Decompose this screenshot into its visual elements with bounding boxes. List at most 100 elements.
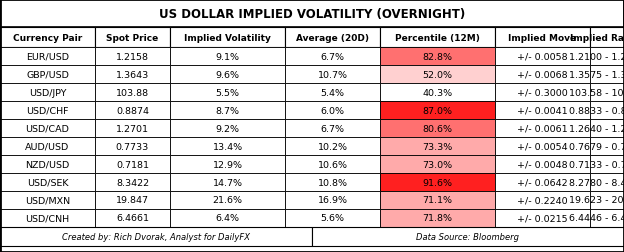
Bar [95,48,170,66]
Text: 80.6%: 80.6% [422,124,452,133]
Bar [285,137,380,155]
Bar [285,102,380,119]
Text: 5.6%: 5.6% [321,214,344,223]
Bar [170,102,285,119]
Bar [590,102,624,119]
Bar [312,227,624,246]
Text: 8.2780 - 8.4064: 8.2780 - 8.4064 [569,178,624,187]
Text: 10.8%: 10.8% [318,178,348,187]
Text: USD/MXN: USD/MXN [25,196,70,205]
Bar [590,155,624,173]
Bar [285,28,380,48]
Text: 0.8874: 0.8874 [116,106,149,115]
Text: Percentile (12M): Percentile (12M) [395,33,480,42]
Bar [170,173,285,191]
Bar [495,119,590,137]
Text: 0.7679 - 0.7787: 0.7679 - 0.7787 [569,142,624,151]
Text: Spot Price: Spot Price [106,33,158,42]
Text: 1.3575 - 1.3711: 1.3575 - 1.3711 [569,70,624,79]
Bar [590,173,624,191]
Text: 6.4661: 6.4661 [116,214,149,223]
Bar [0,173,95,191]
Text: 5.4%: 5.4% [321,88,344,97]
Text: +/- 0.0215: +/- 0.0215 [517,214,568,223]
Bar [380,191,495,209]
Bar [95,66,170,84]
Text: 1.2640 - 1.2762: 1.2640 - 1.2762 [569,124,624,133]
Bar [170,155,285,173]
Text: 16.9%: 16.9% [318,196,348,205]
Text: 73.0%: 73.0% [422,160,452,169]
Text: 12.9%: 12.9% [213,160,243,169]
Text: 87.0%: 87.0% [422,106,452,115]
Text: Average (20D): Average (20D) [296,33,369,42]
Text: 8.3422: 8.3422 [116,178,149,187]
Text: +/- 0.0048: +/- 0.0048 [517,160,568,169]
Text: Data Source: Bloomberg: Data Source: Bloomberg [416,232,520,241]
Bar [495,137,590,155]
Bar [170,191,285,209]
Text: Implied Volatility: Implied Volatility [184,33,271,42]
Bar [95,119,170,137]
Text: 19.623 - 20.071: 19.623 - 20.071 [569,196,624,205]
Text: 10.6%: 10.6% [318,160,348,169]
Text: 21.6%: 21.6% [213,196,243,205]
Bar [0,102,95,119]
Bar [590,48,624,66]
Bar [95,173,170,191]
Bar [285,209,380,227]
Bar [590,28,624,48]
Text: 8.7%: 8.7% [215,106,240,115]
Bar [0,191,95,209]
Text: 6.7%: 6.7% [321,52,344,61]
Text: USD/CAD: USD/CAD [26,124,69,133]
Bar [590,84,624,102]
Bar [380,48,495,66]
Bar [495,173,590,191]
Bar [380,102,495,119]
Text: AUD/USD: AUD/USD [26,142,70,151]
Text: 14.7%: 14.7% [213,178,243,187]
Text: +/- 0.0642: +/- 0.0642 [517,178,568,187]
Bar [495,155,590,173]
Bar [380,209,495,227]
Text: GBP/USD: GBP/USD [26,70,69,79]
Text: 6.7%: 6.7% [321,124,344,133]
Text: 91.6%: 91.6% [422,178,452,187]
Text: 103.58 - 104.18: 103.58 - 104.18 [569,88,624,97]
Text: 13.4%: 13.4% [212,142,243,151]
Text: +/- 0.0068: +/- 0.0068 [517,70,568,79]
Text: 0.7181: 0.7181 [116,160,149,169]
Text: 40.3%: 40.3% [422,88,452,97]
Bar [95,102,170,119]
Text: USD/JPY: USD/JPY [29,88,66,97]
Bar [380,155,495,173]
Text: 6.4%: 6.4% [215,214,240,223]
Text: NZD/USD: NZD/USD [26,160,70,169]
Text: 9.1%: 9.1% [215,52,240,61]
Text: 1.2701: 1.2701 [116,124,149,133]
Bar [0,84,95,102]
Bar [0,137,95,155]
Text: +/- 0.2240: +/- 0.2240 [517,196,568,205]
Text: 0.8833 - 0.8915: 0.8833 - 0.8915 [569,106,624,115]
Bar [495,84,590,102]
Bar [285,48,380,66]
Bar [590,209,624,227]
Bar [0,0,624,28]
Text: 6.4446 - 6.4876: 6.4446 - 6.4876 [569,214,624,223]
Bar [380,28,495,48]
Bar [380,137,495,155]
Bar [95,191,170,209]
Bar [285,155,380,173]
Text: US DOLLAR IMPLIED VOLATILITY (OVERNIGHT): US DOLLAR IMPLIED VOLATILITY (OVERNIGHT) [159,8,465,20]
Text: 1.2100 - 1.2216: 1.2100 - 1.2216 [569,52,624,61]
Bar [495,48,590,66]
Text: 1.3643: 1.3643 [116,70,149,79]
Text: 6.0%: 6.0% [321,106,344,115]
Bar [285,191,380,209]
Text: 73.3%: 73.3% [422,142,452,151]
Text: +/- 0.0041: +/- 0.0041 [517,106,568,115]
Text: USD/CHF: USD/CHF [26,106,69,115]
Bar [285,119,380,137]
